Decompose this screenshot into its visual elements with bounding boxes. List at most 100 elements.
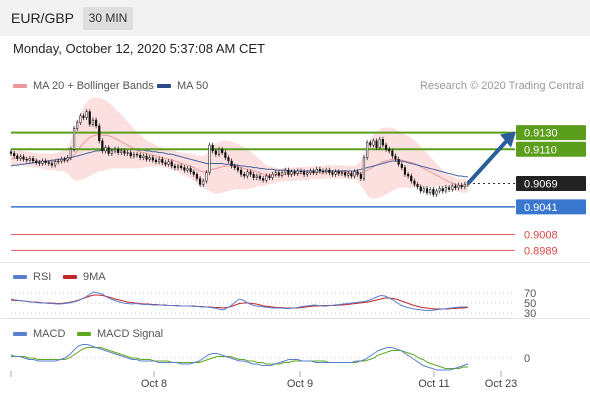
candle	[217, 149, 221, 155]
ma20-line	[10, 133, 468, 187]
candle	[331, 172, 334, 175]
current-level-label: 0.9069	[524, 179, 558, 191]
current-level-badge	[516, 176, 586, 192]
candle	[277, 172, 280, 176]
candle	[451, 185, 454, 190]
candle	[416, 184, 419, 188]
candle	[110, 150, 113, 154]
macd-line	[10, 344, 469, 371]
candle	[287, 169, 290, 175]
candle	[429, 189, 432, 193]
legend-ma50-label: MA 50	[177, 80, 209, 92]
candle	[148, 157, 151, 160]
candle	[337, 171, 340, 174]
candle	[198, 178, 202, 185]
candle	[44, 160, 47, 163]
rsi-level-label: 30	[524, 308, 536, 320]
candle	[321, 170, 325, 173]
candle	[69, 149, 72, 158]
candle	[117, 149, 120, 153]
candle	[419, 186, 422, 192]
candle	[350, 173, 353, 177]
legend-macd-label: MACD	[33, 328, 66, 340]
candle	[362, 157, 366, 179]
candle	[88, 111, 91, 125]
candle	[284, 169, 287, 173]
candle	[113, 149, 117, 152]
legend-macd-signal-label: MACD Signal	[97, 328, 164, 340]
candle	[139, 154, 142, 158]
candle	[230, 160, 233, 167]
candle	[356, 171, 359, 175]
candle	[413, 180, 416, 185]
candle	[104, 147, 107, 152]
candle	[22, 156, 25, 160]
candle	[384, 144, 388, 150]
legend-ma9: 9MA	[63, 271, 106, 283]
candle	[41, 160, 44, 164]
candle	[28, 158, 31, 161]
resistance-level-badge	[516, 125, 586, 141]
candle	[388, 149, 391, 152]
candle	[375, 140, 378, 148]
ma9-line	[10, 294, 469, 310]
candle	[441, 188, 444, 192]
support-level-badge	[516, 199, 586, 215]
candle	[343, 172, 347, 176]
candle	[224, 152, 227, 158]
macd-signal-line	[11, 347, 468, 369]
candle	[246, 171, 249, 177]
candle	[94, 119, 98, 127]
candle	[397, 159, 400, 165]
candle	[195, 174, 199, 179]
rsi-line	[10, 291, 468, 311]
candle	[347, 173, 350, 176]
candle	[167, 161, 170, 165]
candle	[151, 157, 154, 161]
candle	[135, 154, 139, 156]
candle	[50, 163, 54, 166]
candle	[438, 188, 441, 192]
x-tick-label: Oct 23	[485, 378, 517, 390]
candle	[252, 174, 255, 178]
candle	[325, 169, 328, 173]
symbol-title: EUR/GBP	[11, 10, 75, 26]
legend-ma20: MA 20 + Bollinger Bands	[13, 80, 154, 92]
candle	[161, 159, 164, 163]
candle	[262, 178, 265, 181]
candle	[31, 158, 35, 162]
candle	[154, 159, 158, 163]
top-bar: EUR/GBP 30 MIN	[0, 0, 590, 36]
rsi-level-label: 50	[524, 298, 536, 310]
candle	[239, 169, 243, 175]
candle	[126, 152, 129, 154]
legend-ma20-label: MA 20 + Bollinger Bands	[33, 80, 154, 92]
legend-ma20-swatch	[13, 84, 27, 88]
candle	[227, 157, 230, 162]
candle	[309, 170, 312, 173]
candle	[444, 187, 448, 192]
candle	[460, 184, 463, 188]
timeframe-button[interactable]: 30 MIN	[83, 7, 133, 30]
candle	[340, 172, 344, 174]
candle	[183, 167, 186, 171]
candle	[211, 144, 214, 152]
candle	[255, 175, 258, 178]
candle	[57, 160, 60, 163]
candle	[435, 190, 438, 195]
candle	[60, 159, 63, 162]
candle	[318, 169, 321, 172]
candle	[208, 144, 211, 173]
candle	[265, 175, 268, 181]
candle	[372, 140, 375, 146]
candle	[180, 165, 183, 168]
candle	[378, 139, 381, 148]
candle	[394, 155, 397, 160]
ma50-line	[10, 148, 468, 178]
candle	[91, 119, 95, 125]
candle	[38, 162, 41, 164]
candle	[457, 184, 460, 188]
candle	[422, 188, 425, 192]
candle	[192, 171, 195, 175]
